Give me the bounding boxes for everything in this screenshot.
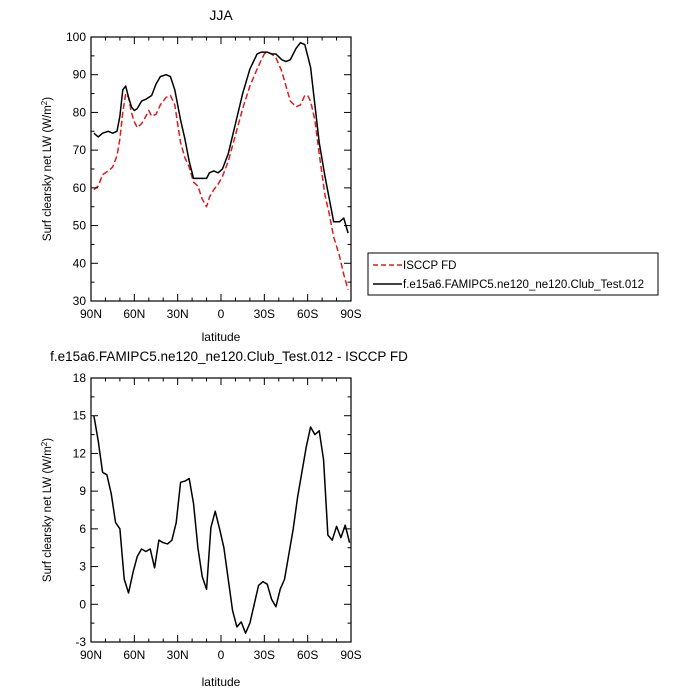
y-axis-label-top: Surf clearsky net LW (W/m2) — [40, 97, 54, 241]
y-axis-label-sup-top: 2 — [40, 100, 49, 105]
x-tick-label-top: 0 — [218, 307, 225, 321]
x-tick-label-bottom: 60N — [123, 648, 145, 662]
y-tick-label-top: 80 — [73, 105, 87, 119]
y-tick-label-bottom: 9 — [79, 484, 86, 498]
y-tick-label-bottom: 18 — [73, 371, 87, 385]
y-tick-label-bottom: 3 — [79, 560, 86, 574]
y-axis-label-sup-bottom: 2 — [40, 441, 49, 446]
x-tick-label-top: 30S — [254, 307, 275, 321]
y-axis-label-bottom: Surf clearsky net LW (W/m2) — [40, 438, 54, 582]
x-tick-label-top: 60N — [123, 307, 145, 321]
x-axis-label-bottom: latitude — [202, 675, 241, 689]
series-line-top-1 — [93, 41, 349, 234]
series-lines-bottom — [93, 415, 351, 634]
axis-ticks-top: 90N 60N 30N 0 30S 60S 90S 30 40 50 60 70 80 90 100 — [66, 30, 362, 321]
y-tick-label-top: 40 — [73, 256, 87, 270]
plot-frame-bottom — [90, 377, 352, 643]
y-tick-label-top: 70 — [73, 143, 87, 157]
plot-area-bottom: 90N 60N 30N 0 30S 60S 90S -3 0 3 6 9 12 15 18 — [73, 371, 362, 662]
legend-box — [367, 252, 659, 296]
y-tick-label-top: 90 — [73, 68, 87, 82]
y-tick-label-bottom: 6 — [79, 522, 86, 536]
x-tick-label-top: 60S — [297, 307, 318, 321]
y-tick-label-top: 60 — [73, 181, 87, 195]
y-tick-label-bottom: 15 — [73, 409, 87, 423]
chart-title-top: JJA — [209, 7, 233, 23]
y-axis-label-main-bottom: Surf clearsky net LW (W/m — [42, 446, 54, 582]
series-lines-top — [93, 41, 349, 290]
legend-label-model: f.e15a6.FAMIPC5.ne120_ne120.Club_Test.01… — [403, 279, 644, 291]
y-tick-label-bottom: 0 — [79, 597, 86, 611]
y-tick-label-top: 50 — [73, 219, 87, 233]
y-tick-label-top: 30 — [73, 294, 87, 308]
panel-top: JJA 90N 60N 30N 0 30S 60S 90S 30 40 50 60 70 80 90 100… — [40, 7, 362, 344]
x-tick-label-bottom: 60S — [297, 648, 318, 662]
series-line-bottom-0 — [93, 415, 351, 634]
x-tick-label-top: 90N — [80, 307, 102, 321]
x-axis-label-top: latitude — [202, 330, 241, 344]
y-axis-label-close-top: ) — [42, 97, 54, 101]
y-tick-label-bottom: -3 — [75, 635, 86, 649]
y-axis-label-main-top: Surf clearsky net LW (W/m — [42, 105, 54, 241]
legend: ISCCP FD f.e15a6.FAMIPC5.ne120_ne120.Clu… — [367, 252, 659, 296]
x-tick-label-top: 90S — [340, 307, 361, 321]
y-axis-label-close-bottom: ) — [42, 438, 54, 442]
y-tick-label-top: 100 — [66, 30, 86, 44]
plot-area-top: 90N 60N 30N 0 30S 60S 90S 30 40 50 60 70 80 90 100 — [66, 30, 362, 321]
panel-bottom: f.e15a6.FAMIPC5.ne120_ne120.Club_Test.01… — [40, 349, 408, 689]
y-tick-label-bottom: 12 — [73, 446, 87, 460]
x-tick-label-bottom: 90S — [340, 648, 361, 662]
x-tick-label-top: 30N — [167, 307, 189, 321]
chart-title-bottom: f.e15a6.FAMIPC5.ne120_ne120.Club_Test.01… — [50, 349, 408, 364]
x-tick-label-bottom: 30N — [167, 648, 189, 662]
x-tick-label-bottom: 0 — [218, 648, 225, 662]
x-tick-label-bottom: 30S — [254, 648, 275, 662]
x-tick-label-bottom: 90N — [80, 648, 102, 662]
axis-ticks-bottom: 90N 60N 30N 0 30S 60S 90S -3 0 3 6 9 12 15 18 — [73, 371, 362, 662]
legend-label-isccp: ISCCP FD — [403, 260, 456, 272]
